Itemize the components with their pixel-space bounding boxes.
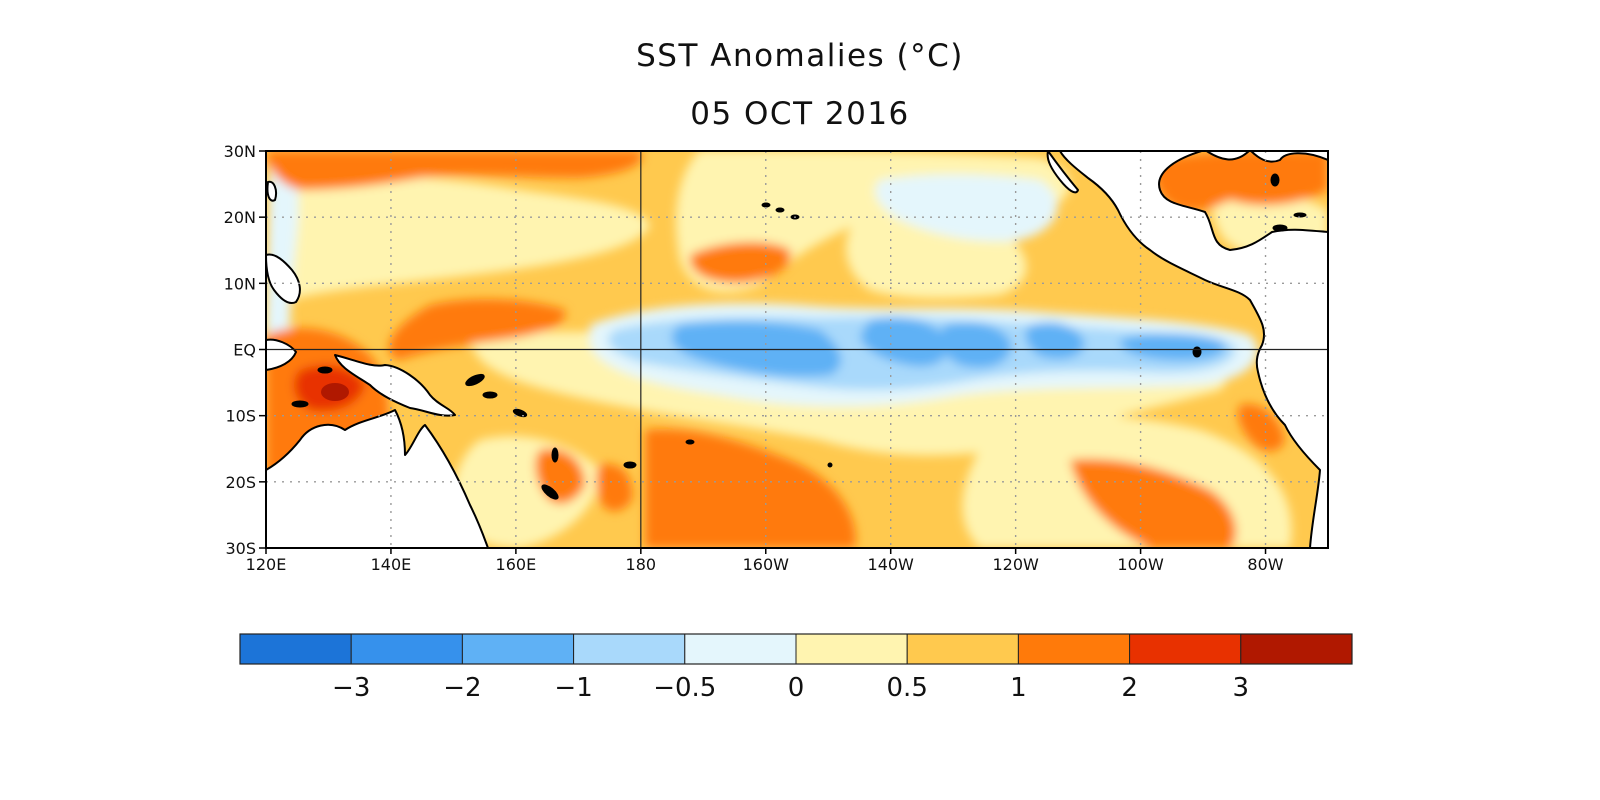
colorbar-swatch <box>573 633 686 665</box>
lon-tick-label: 180 <box>626 555 657 574</box>
colorbar-label: 0 <box>788 673 805 703</box>
island <box>512 408 528 418</box>
colorbar-swatch <box>1017 633 1131 665</box>
anomaly-region <box>875 174 1058 242</box>
lon-tick-label: 160E <box>496 555 537 574</box>
colorbar-label: 2 <box>1121 673 1138 703</box>
colorbar-label: 0.5 <box>887 673 928 703</box>
colorbar-swatch <box>906 633 1019 665</box>
island <box>623 461 637 469</box>
lon-tick-label: 160W <box>743 555 790 574</box>
lon-tick-label: 80W <box>1247 555 1283 574</box>
anomaly-region <box>645 429 856 548</box>
anomaly-region <box>1070 459 1236 548</box>
baja-california <box>1046 151 1079 194</box>
colorbar-label: −2 <box>443 673 481 703</box>
anomaly-region <box>1154 151 1328 212</box>
anomaly-region <box>940 322 1012 368</box>
colorbar-swatch <box>461 633 575 665</box>
island <box>551 447 559 463</box>
grid-lines <box>266 151 1328 548</box>
borneo <box>266 338 297 371</box>
lat-tick-label: 30N <box>224 142 256 161</box>
island <box>827 462 833 468</box>
island <box>1293 212 1307 218</box>
colorbar-label: 3 <box>1233 673 1250 703</box>
land-masses <box>266 151 1328 548</box>
island <box>685 439 695 445</box>
colorbar-swatch <box>239 633 352 665</box>
anomaly-region <box>388 298 566 360</box>
island <box>775 207 785 213</box>
colorbar-swatch <box>1129 633 1242 665</box>
colorbar-swatch <box>1240 633 1353 665</box>
colorbar-swatch <box>350 633 463 665</box>
anomaly-region <box>266 151 642 190</box>
taiwan <box>266 180 278 202</box>
colorbar: −3 −2 −1 −0.5 0 0.5 1 2 3 <box>239 633 1353 703</box>
colorbar-swatch <box>795 633 908 665</box>
island <box>1272 224 1288 232</box>
map-title: SST Anomalies (°C) <box>636 38 964 74</box>
colorbar-swatch <box>684 633 797 665</box>
island <box>541 484 559 500</box>
lon-tick-label: 120W <box>992 555 1039 574</box>
anomaly-region <box>596 464 633 512</box>
island <box>761 202 771 208</box>
lon-tick-label: 120E <box>246 555 287 574</box>
colorbar-label: 1 <box>1010 673 1027 703</box>
colorbar-frame <box>239 633 1353 665</box>
map-date: 05 OCT 2016 <box>690 96 910 132</box>
anomaly-region <box>274 174 650 300</box>
anomaly-region <box>1238 404 1285 452</box>
lat-tick-label: 20N <box>224 208 256 227</box>
australia <box>266 409 489 548</box>
lat-tick-label: 30S <box>225 539 256 558</box>
lat-tick-label: 20S <box>225 473 256 492</box>
reference-lines <box>266 151 1328 548</box>
lat-tick-label: EQ <box>233 341 256 360</box>
new-guinea <box>334 354 456 417</box>
island <box>482 391 498 399</box>
colorbar-label: −1 <box>554 673 592 703</box>
anomaly-region <box>321 383 349 401</box>
island <box>1192 346 1202 358</box>
lon-tick-label: 140E <box>371 555 412 574</box>
lat-tick-label: 10N <box>224 274 256 293</box>
colorbar-label: −3 <box>332 673 370 703</box>
lat-tick-label: 10S <box>225 407 256 426</box>
lon-tick-label: 140W <box>868 555 915 574</box>
island <box>1270 173 1280 187</box>
colorbar-label: −0.5 <box>653 673 716 703</box>
island <box>291 400 309 408</box>
anomaly-region <box>860 316 949 367</box>
philippines <box>266 253 301 304</box>
island <box>465 373 485 387</box>
lon-tick-label: 100W <box>1117 555 1164 574</box>
americas <box>1039 151 1328 548</box>
island <box>317 366 333 374</box>
